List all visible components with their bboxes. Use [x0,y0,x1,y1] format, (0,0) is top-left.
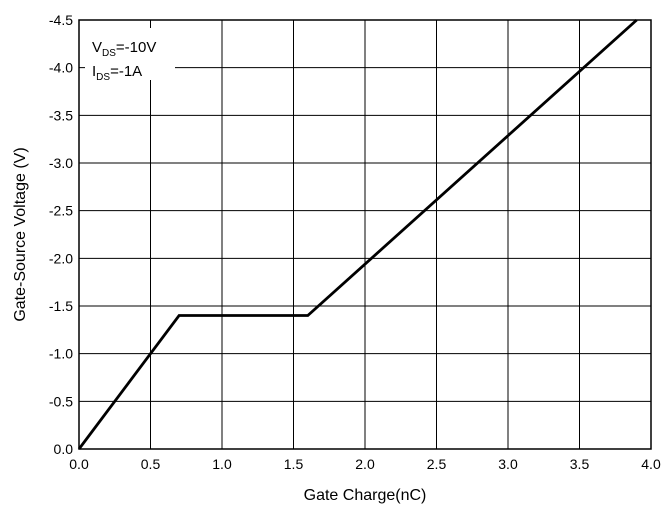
annotation-ids-sub: DS [96,72,110,83]
annotation-vds-sub: DS [102,48,116,59]
annotation-vds-value: =-10V [116,39,156,56]
annotation-box [85,28,175,80]
x-tick-label: 0.0 [69,456,89,472]
x-tick-label: 1.5 [284,456,304,472]
y-tick-label: -1.0 [49,346,73,362]
x-tick-label: 3.5 [570,456,590,472]
x-tick-label: 3.0 [498,456,518,472]
x-axis-title: Gate Charge(nC) [304,487,427,504]
series-line [77,18,638,450]
x-tick-label: 2.5 [427,456,447,472]
annotation-ids: IDS=-1A [92,63,142,83]
y-tick-label: -2.5 [49,203,73,219]
y-tick-label: -3.0 [49,155,73,171]
x-tick-labels: 0.0 0.5 1.0 1.5 2.0 2.5 3.0 3.5 4.0 [69,456,661,472]
annotation-ids-main: I [92,63,96,80]
y-tick-label: -1.5 [49,298,73,314]
x-tick-label: 4.0 [641,456,661,472]
y-tick-label: -0.5 [49,393,73,409]
annotation-vds: VDS=-10V [92,39,156,59]
y-tick-label: -4.5 [49,12,73,28]
annotation-ids-value: =-1A [110,63,142,80]
plot-frame [78,19,652,450]
annotation-vds-main: V [92,39,102,56]
y-tick-labels: 0.0 -0.5 -1.0 -1.5 -2.0 -2.5 -3.0 -3.5 -4.0 -4.5 [49,12,73,457]
x-tick-label: 2.0 [355,456,375,472]
y-tick-label: 0.0 [54,441,74,457]
y-tick-label: -2.0 [49,250,73,266]
y-axis-title: Gate-Source Voltage (V) [12,147,29,321]
series-layer [77,18,638,450]
x-tick-label: 0.5 [141,456,161,472]
y-tick-label: -3.5 [49,107,73,123]
x-tick-label: 1.0 [212,456,232,472]
y-tick-label: -4.0 [49,60,73,76]
